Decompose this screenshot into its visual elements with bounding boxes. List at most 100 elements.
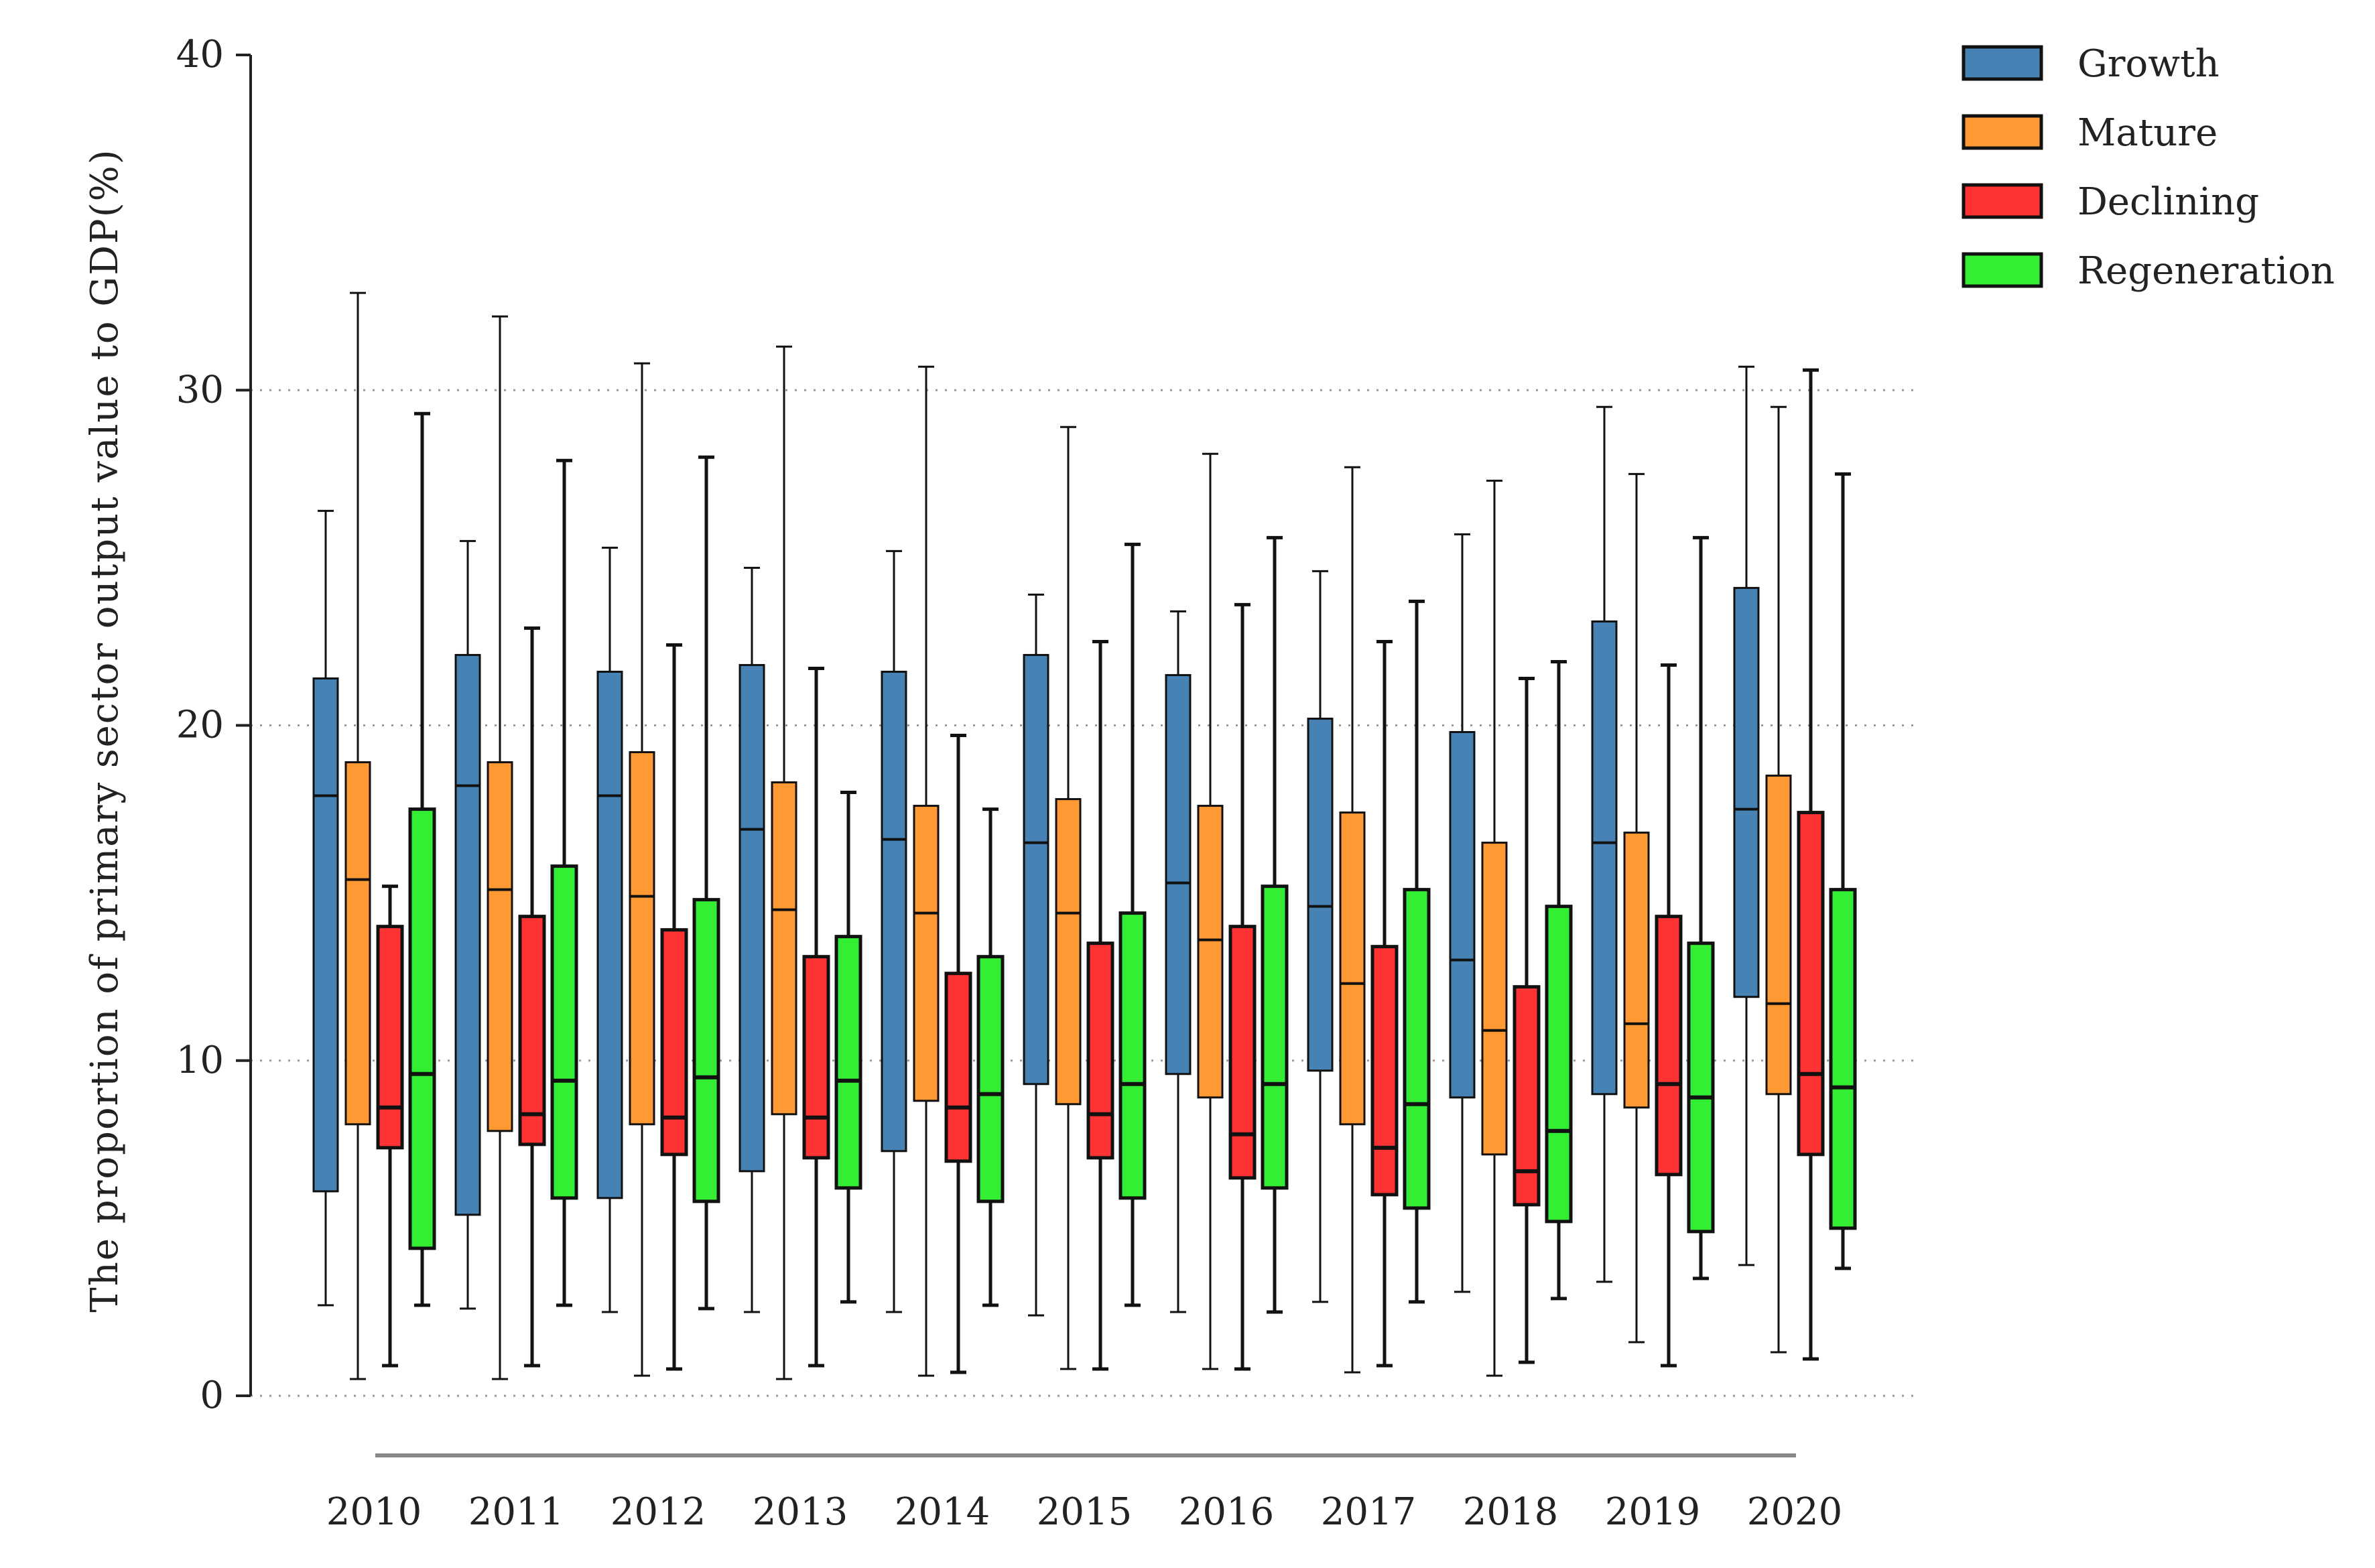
box-growth — [454, 539, 481, 1310]
box-iqr — [1165, 673, 1192, 1075]
legend-swatch — [1962, 183, 2043, 219]
box-iqr — [1591, 620, 1618, 1096]
box-iqr — [976, 955, 1005, 1203]
box-regeneration — [1261, 535, 1289, 1314]
x-tick-label: 2010 — [326, 1490, 422, 1534]
legend-swatch — [1962, 252, 2043, 288]
box-iqr — [1403, 888, 1431, 1210]
box-iqr — [692, 898, 720, 1203]
x-tick-label: 2018 — [1463, 1490, 1559, 1534]
box-declining — [802, 666, 830, 1368]
legend: Growth Mature Declining Regeneration — [1962, 42, 2335, 293]
legend-label: Regeneration — [2077, 249, 2335, 293]
box-iqr — [739, 663, 765, 1173]
x-tick-label: 2012 — [611, 1490, 706, 1534]
box-mature — [1765, 405, 1792, 1354]
box-iqr — [1307, 717, 1334, 1072]
box-iqr — [1655, 915, 1683, 1177]
box-mature — [487, 315, 513, 1380]
x-tick-label: 2011 — [468, 1490, 564, 1534]
box-growth — [1449, 533, 1476, 1293]
box-declining — [660, 643, 688, 1371]
box-iqr — [834, 935, 862, 1190]
box-iqr — [1797, 811, 1825, 1157]
boxes — [312, 291, 1857, 1380]
legend-item-mature: Mature — [1962, 111, 2218, 155]
box-iqr — [1261, 885, 1289, 1190]
y-tick-label: 30 — [176, 368, 224, 411]
box-iqr — [1086, 941, 1114, 1160]
box-regeneration — [976, 807, 1005, 1307]
box-declining — [376, 885, 404, 1368]
box-iqr — [550, 864, 578, 1200]
axes: The proportion of primary sector output … — [83, 33, 1842, 1534]
box-regeneration — [1829, 472, 1857, 1270]
box-declining — [1086, 639, 1114, 1371]
box-iqr — [344, 761, 371, 1126]
box-iqr — [312, 677, 339, 1193]
box-iqr — [771, 781, 797, 1116]
y-tick-label: 20 — [176, 704, 224, 747]
box-iqr — [454, 653, 481, 1216]
box-declining — [1797, 368, 1825, 1361]
y-tick-label: 0 — [200, 1374, 224, 1417]
box-declining — [1228, 602, 1257, 1371]
box-iqr — [1197, 805, 1224, 1099]
x-tick-label: 2013 — [753, 1490, 848, 1534]
box-iqr — [1449, 731, 1476, 1099]
x-tick-label: 2015 — [1037, 1490, 1133, 1534]
box-iqr — [1513, 985, 1541, 1207]
box-iqr — [1023, 653, 1049, 1086]
box-iqr — [1733, 586, 1760, 998]
box-regeneration — [1687, 535, 1715, 1281]
box-growth — [596, 546, 623, 1313]
box-iqr — [629, 751, 655, 1126]
box-mature — [1623, 472, 1650, 1344]
box-iqr — [376, 925, 404, 1150]
box-declining — [518, 626, 546, 1368]
y-tick-label: 40 — [176, 33, 224, 76]
box-iqr — [913, 805, 940, 1102]
box-growth — [312, 509, 339, 1307]
box-iqr — [1370, 945, 1399, 1197]
y-tick-label: 10 — [176, 1039, 224, 1082]
box-iqr — [1055, 798, 1082, 1106]
box-growth — [881, 549, 907, 1313]
legend-label: Mature — [2077, 111, 2218, 155]
box-declining — [1513, 676, 1541, 1364]
box-iqr — [1481, 842, 1508, 1156]
box-mature — [629, 362, 655, 1377]
box-iqr — [1545, 905, 1573, 1224]
box-iqr — [1228, 925, 1257, 1180]
box-regeneration — [408, 411, 436, 1307]
x-tick-label: 2019 — [1605, 1490, 1701, 1534]
x-tick-label: 2016 — [1179, 1490, 1275, 1534]
box-mature — [913, 365, 940, 1377]
box-regeneration — [692, 455, 720, 1311]
box-declining — [1655, 663, 1683, 1368]
box-mature — [771, 345, 797, 1380]
box-mature — [1197, 452, 1224, 1370]
box-growth — [739, 566, 765, 1313]
box-iqr — [944, 972, 972, 1163]
box-regeneration — [1545, 659, 1573, 1301]
box-iqr — [1829, 888, 1857, 1230]
box-mature — [1481, 479, 1508, 1377]
box-mature — [344, 291, 371, 1380]
box-iqr — [518, 915, 546, 1147]
legend-label: Declining — [2077, 180, 2259, 224]
box-growth — [1307, 570, 1334, 1303]
legend-item-regeneration: Regeneration — [1962, 249, 2335, 293]
box-iqr — [1765, 775, 1792, 1096]
box-growth — [1023, 593, 1049, 1317]
box-iqr — [1623, 832, 1650, 1109]
box-declining — [944, 734, 972, 1374]
x-tick-label: 2014 — [895, 1490, 990, 1534]
box-iqr — [881, 670, 907, 1153]
box-iqr — [408, 807, 436, 1250]
legend-item-declining: Declining — [1962, 180, 2259, 224]
box-regeneration — [834, 791, 862, 1304]
box-mature — [1339, 466, 1366, 1374]
